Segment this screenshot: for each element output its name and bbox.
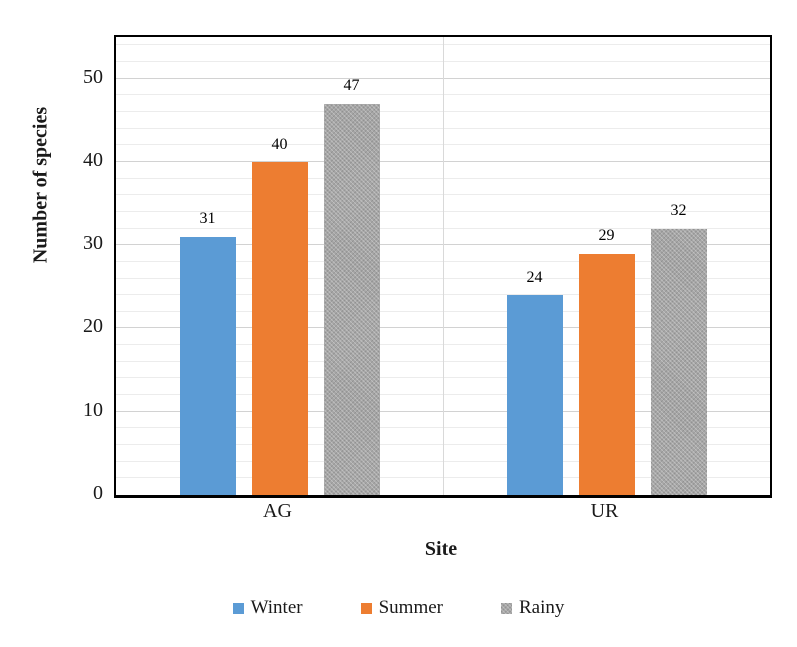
legend-item-rainy: Rainy (501, 596, 564, 620)
legend-item-summer: Summer (360, 596, 443, 620)
data-label-rainy-ur: 32 (670, 202, 687, 220)
legend-item-winter: Winter (232, 596, 303, 620)
legend-marker-winter-icon (232, 602, 244, 614)
gridline-major (116, 77, 770, 79)
legend-marker-rainy-icon (501, 602, 512, 614)
gridline-major (116, 160, 770, 162)
y-tick-label: 30 (83, 232, 103, 255)
data-label-summer-ur: 29 (598, 227, 615, 245)
y-tick-label: 10 (83, 398, 103, 421)
category-label-ag: AG (263, 500, 292, 522)
legend: Winter Summer Rainy (0, 596, 797, 620)
gridline-minor (116, 194, 770, 196)
gridline-minor (116, 44, 770, 46)
plot-area: 31 40 47 24 29 32 (114, 35, 772, 498)
bar-summer-ag (251, 161, 308, 495)
bar-winter-ag (179, 236, 236, 495)
legend-label: Rainy (519, 597, 565, 618)
category-label-ur: UR (590, 500, 619, 522)
y-tick-label: 0 (93, 482, 103, 504)
data-label-winter-ag: 31 (199, 210, 216, 228)
y-tick-label: 20 (83, 315, 103, 338)
x-axis-category-labels: AG UR (114, 500, 768, 526)
gridline-minor (116, 110, 770, 112)
bar-rainy-ag (323, 103, 380, 495)
y-axis-tick-labels: 0 10 20 30 40 50 (0, 35, 103, 504)
legend-label: Summer (378, 597, 443, 618)
gridline-minor (116, 177, 770, 179)
y-tick-label: 50 (83, 65, 103, 88)
data-label-summer-ag: 40 (271, 135, 288, 153)
legend-label: Winter (250, 597, 303, 618)
bar-summer-ur (578, 253, 635, 495)
gridline-minor (116, 144, 770, 146)
gridline-minor (116, 60, 770, 62)
gridline-minor (116, 94, 770, 96)
gridline-minor (116, 127, 770, 129)
bar-rainy-ur (650, 228, 707, 495)
data-label-winter-ur: 24 (526, 268, 543, 286)
x-axis-title: Site (424, 538, 458, 560)
gridline-category-boundary (443, 37, 444, 495)
data-label-rainy-ag: 47 (343, 77, 360, 95)
y-tick-label: 40 (83, 148, 103, 171)
legend-marker-summer-icon (360, 602, 372, 614)
bar-winter-ur (506, 295, 563, 495)
